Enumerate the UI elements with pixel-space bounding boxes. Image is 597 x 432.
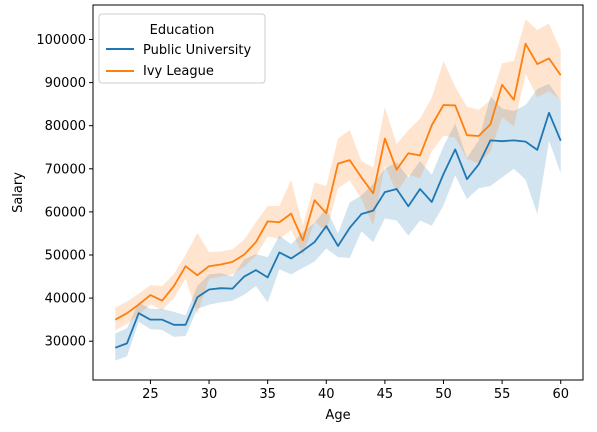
x-tick-label: 35 bbox=[259, 387, 276, 402]
y-tick-label: 30000 bbox=[45, 335, 86, 350]
y-tick-label: 60000 bbox=[45, 205, 86, 220]
x-tick-label: 50 bbox=[435, 387, 452, 402]
x-tick-label: 40 bbox=[318, 387, 335, 402]
x-tick-label: 45 bbox=[377, 387, 394, 402]
legend-label-public-university: Public University bbox=[143, 43, 251, 58]
y-tick-label: 40000 bbox=[45, 292, 86, 307]
x-tick-label: 25 bbox=[142, 387, 159, 402]
y-axis-label: Salary bbox=[11, 172, 26, 213]
x-tick-label: 60 bbox=[552, 387, 569, 402]
y-tick-label: 50000 bbox=[45, 249, 86, 264]
x-axis-label: Age bbox=[325, 408, 350, 423]
y-tick-label: 70000 bbox=[45, 162, 86, 177]
x-tick-label: 30 bbox=[201, 387, 218, 402]
legend: Education Public University Ivy League bbox=[99, 14, 265, 83]
y-tick-label: 90000 bbox=[45, 76, 86, 91]
y-tick-label: 100000 bbox=[36, 33, 86, 48]
x-tick-label: 55 bbox=[494, 387, 511, 402]
legend-title: Education bbox=[150, 23, 215, 38]
y-tick-label: 80000 bbox=[45, 119, 86, 134]
legend-label-ivy-league: Ivy League bbox=[143, 64, 214, 79]
